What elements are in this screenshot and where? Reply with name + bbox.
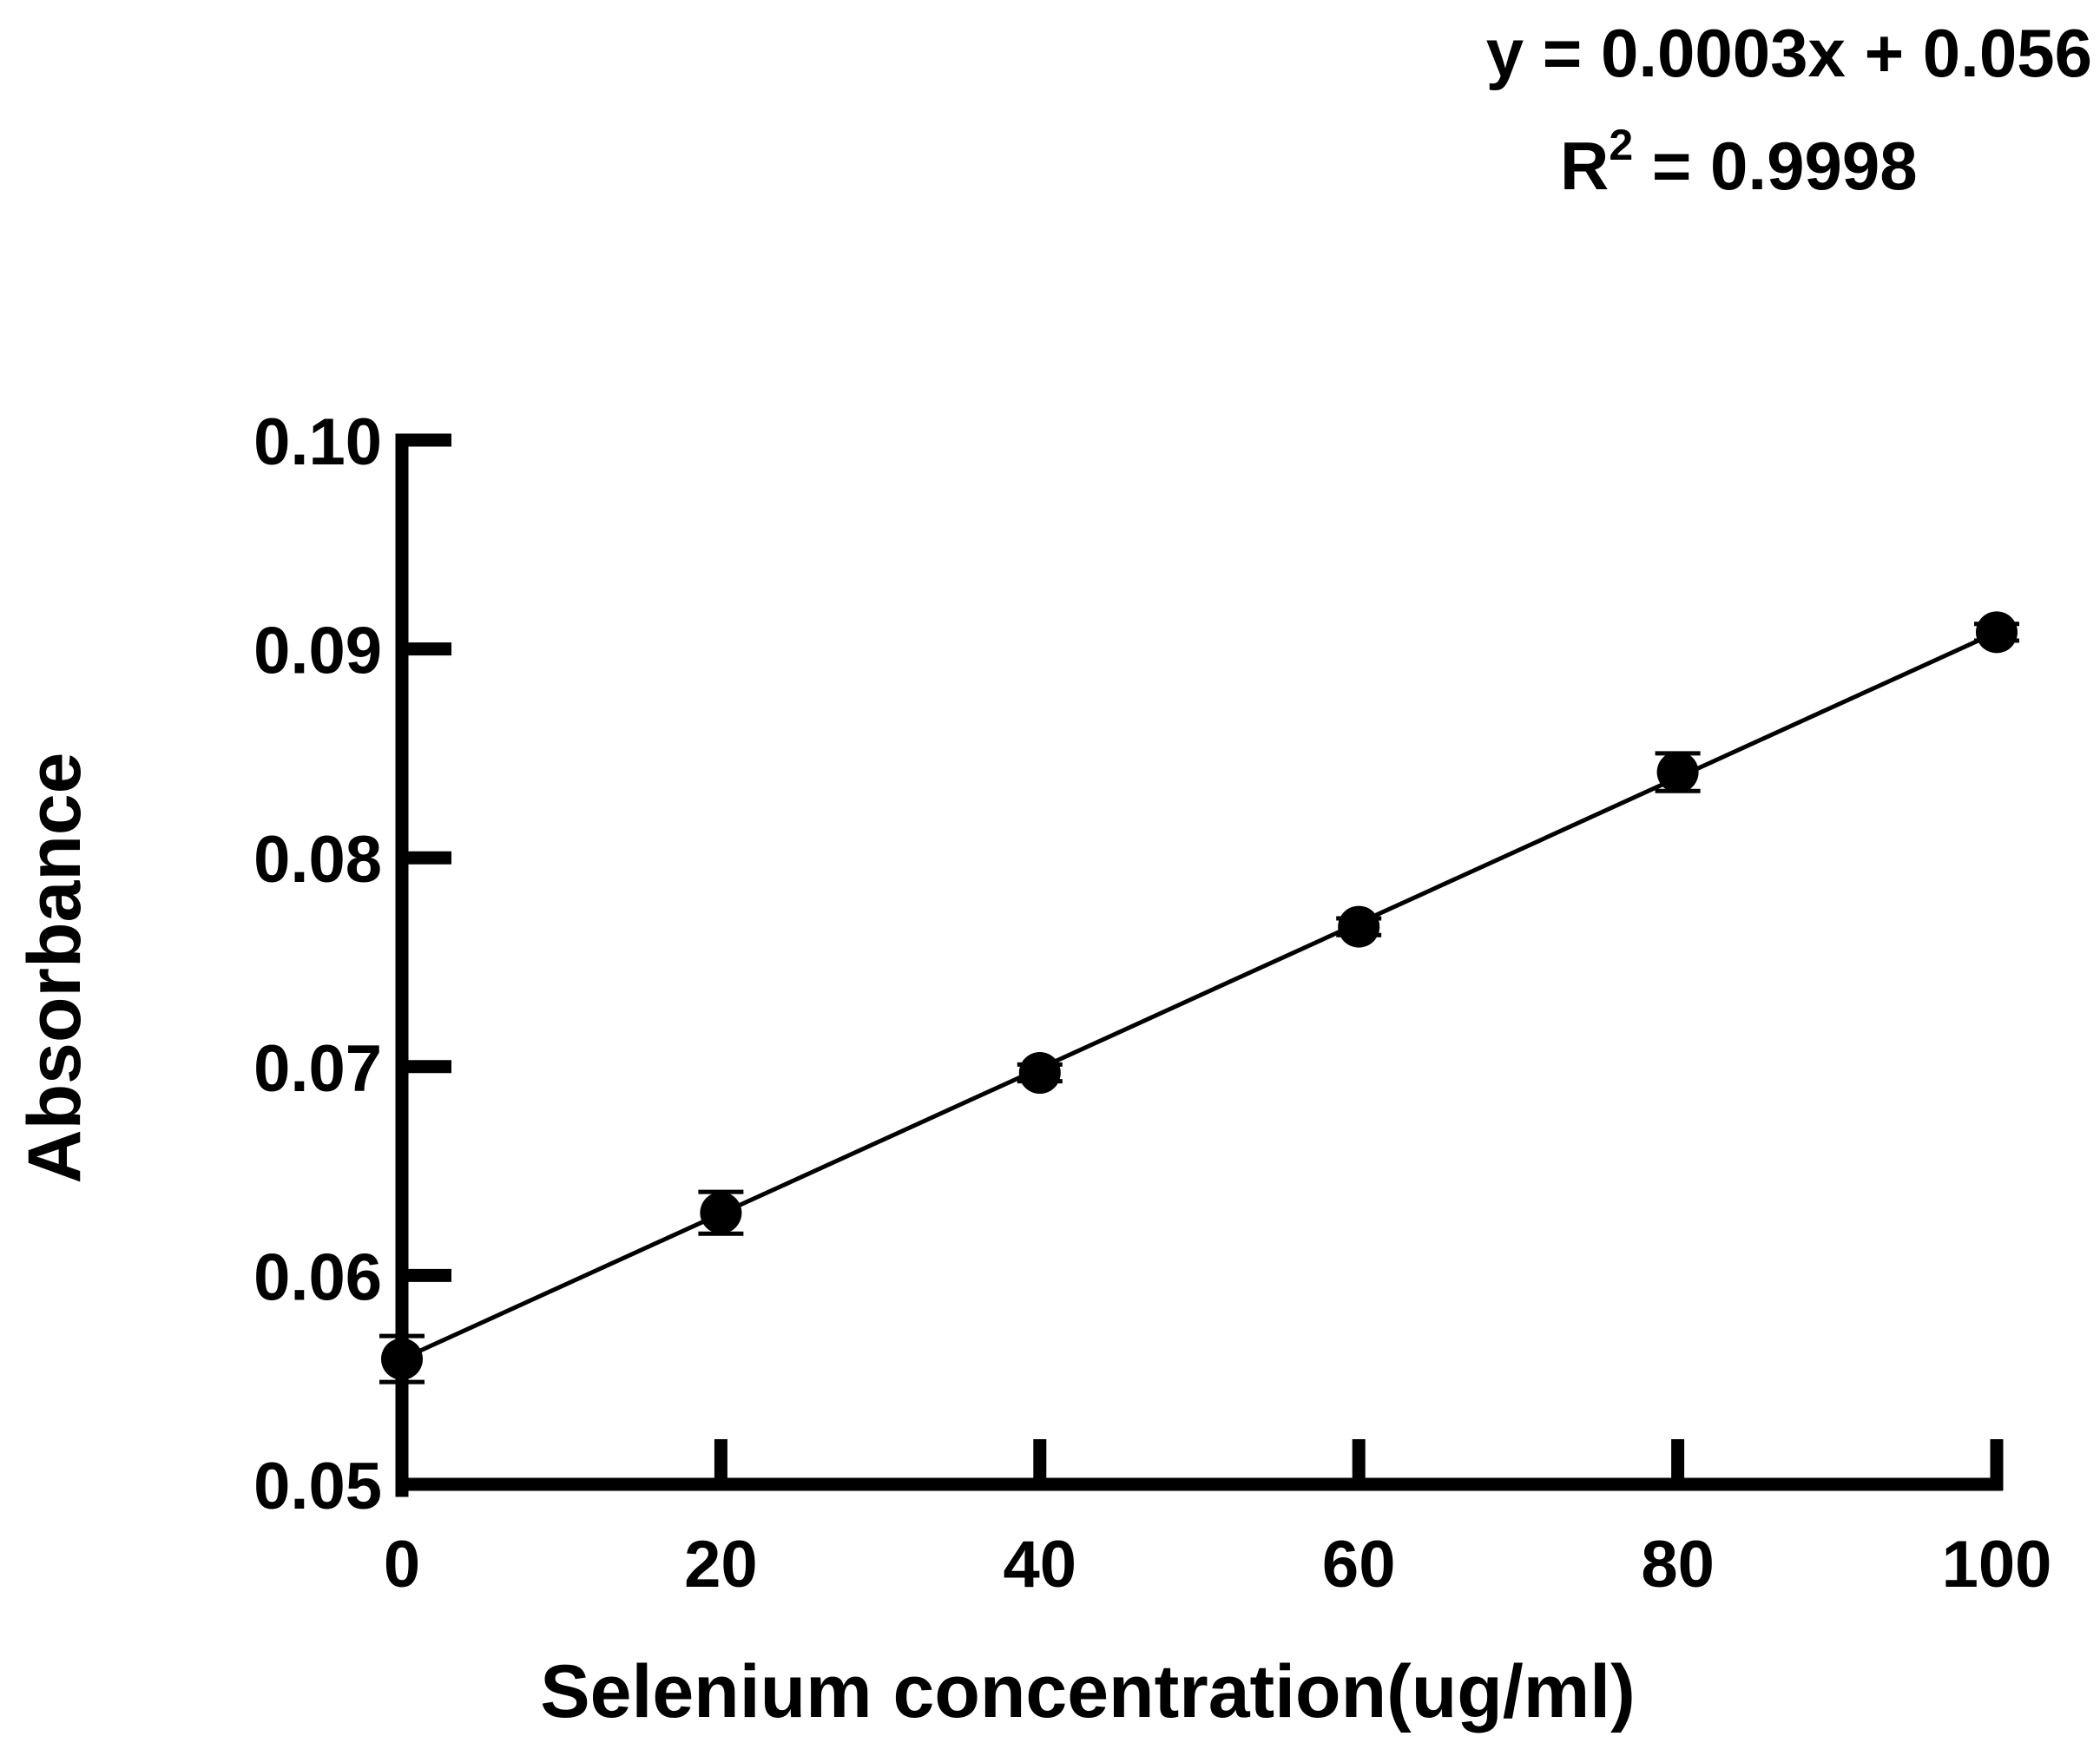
- data-point: [700, 1192, 742, 1234]
- trendline: [400, 630, 1998, 1361]
- x-tick-label: 100: [1942, 1528, 2052, 1602]
- y-axis-title: Absorbance: [13, 752, 96, 1183]
- x-tick-label: 80: [1641, 1528, 1715, 1602]
- y-ticks: 0.05 0.06 0.07 0.08 0.09 0.10: [253, 405, 451, 1523]
- data-point: [1018, 1052, 1061, 1095]
- y-tick-label: 0.05: [253, 1450, 382, 1523]
- r-squared-prefix: R: [1560, 128, 1609, 204]
- x-tick-label: 60: [1322, 1528, 1396, 1602]
- x-tick-label: 40: [1004, 1528, 1077, 1602]
- y-tick-label: 0.10: [253, 405, 382, 479]
- data-point: [1976, 611, 2018, 654]
- error-bars: [379, 622, 2019, 1385]
- r-squared-label: R2 = 0.9998: [1560, 121, 1918, 204]
- x-axis-title: Selenium concentration(ug/ml): [540, 1650, 1635, 1733]
- r-squared-value: = 0.9998: [1633, 128, 1917, 204]
- data-point: [381, 1338, 423, 1380]
- regression-equation: y = 0.0003x + 0.056: [1486, 15, 2092, 91]
- data-point: [1338, 905, 1380, 948]
- x-tick-label: 0: [384, 1528, 420, 1602]
- y-tick-label: 0.09: [253, 615, 382, 688]
- r-squared-exponent: 2: [1609, 121, 1633, 169]
- x-ticks: 0 20 40 60 80 100: [384, 1439, 2052, 1602]
- y-tick-label: 0.07: [253, 1032, 382, 1106]
- data-points: [381, 611, 2018, 1380]
- data-point: [1656, 751, 1699, 793]
- y-tick-label: 0.06: [253, 1240, 382, 1314]
- x-tick-label: 20: [684, 1528, 758, 1602]
- y-tick-label: 0.08: [253, 823, 382, 897]
